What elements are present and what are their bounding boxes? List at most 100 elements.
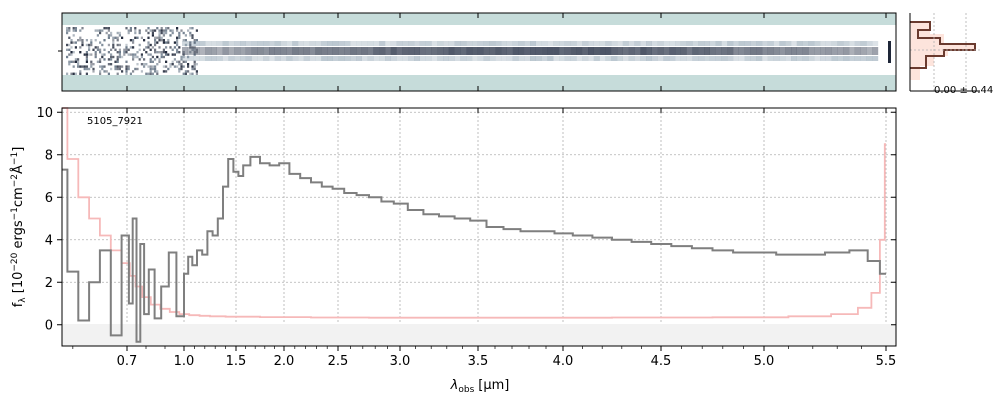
trace-halo-segment (332, 41, 339, 46)
trace-halo-segment (483, 56, 490, 61)
trace-halo-segment (251, 41, 258, 46)
noise-pixel (83, 67, 86, 71)
noise-pixel (101, 55, 104, 59)
trace-halo-segment (791, 56, 797, 61)
trace-halo-segment (344, 56, 351, 61)
trace-halo-segment (628, 41, 635, 46)
y-axis-label: fλ [10−20 ergs−1cm−2Å−1] (10, 147, 28, 308)
noise-pixel (92, 70, 95, 73)
trace-halo-segment (512, 56, 519, 61)
noise-pixel (171, 29, 174, 32)
trace-segment (785, 47, 792, 55)
trace-halo-segment (518, 41, 525, 46)
noise-pixel (70, 46, 73, 49)
noise-pixel (158, 58, 161, 61)
spectrum-2d-frame (61, 12, 897, 92)
trace-halo-segment (570, 41, 577, 46)
noise-pixel (107, 36, 110, 39)
noise-pixel (195, 29, 198, 32)
histogram-bars (910, 13, 980, 91)
noise-pixel (127, 65, 130, 68)
trace-halo-segment (448, 56, 455, 61)
noise-pixel (136, 36, 139, 39)
y-label-angstrom: Å (10, 165, 26, 174)
noise-pixel (127, 53, 130, 56)
noise-pixel (99, 70, 102, 73)
trace-segment (228, 47, 235, 55)
trace-segment (414, 47, 420, 55)
series-group (62, 107, 886, 343)
trace-segment (373, 47, 380, 55)
trace-halo-segment (390, 56, 397, 61)
trace-halo-segment (698, 56, 705, 61)
trace-halo-segment (564, 41, 571, 46)
trace-segment (704, 47, 710, 55)
noise-pixel (77, 58, 80, 61)
trace-halo-segment (303, 56, 310, 61)
trace-segment (559, 47, 565, 55)
trace-segment (756, 47, 763, 55)
trace-segment (593, 47, 600, 55)
noise-pixel (169, 65, 172, 68)
spectrum-1d-frame (61, 107, 897, 347)
trace-halo-segment (854, 41, 861, 46)
noise-pixel (184, 72, 187, 75)
noise-pixel (74, 29, 77, 32)
noise-pixel (77, 63, 80, 66)
trace-halo-segment (321, 56, 328, 61)
trace-segment (808, 47, 815, 55)
noise-pixel (171, 31, 174, 35)
trace-halo-segment (675, 56, 681, 61)
noise-pixel (145, 72, 148, 75)
noise-pixel (107, 43, 110, 47)
trace-segment (843, 47, 850, 55)
trace-halo-segment (187, 41, 194, 46)
noise-pixel (191, 48, 194, 51)
noise-pixel (110, 31, 113, 35)
noise-pixel (85, 53, 88, 56)
noise-pixel (165, 60, 168, 63)
trace-halo-segment (704, 56, 710, 61)
noise-pixel (105, 31, 108, 35)
noise-pixel (92, 63, 95, 66)
noise-pixel (184, 43, 187, 47)
trace-segment (344, 47, 351, 55)
trace-halo-segment (837, 41, 844, 46)
noise-pixel (127, 67, 130, 71)
noise-pixel (154, 36, 157, 39)
noise-pixel (162, 51, 165, 54)
trace-halo-segment (228, 56, 235, 61)
noise-pixel (160, 53, 163, 56)
noise-pixel (68, 36, 71, 39)
trace-halo-segment (298, 41, 304, 46)
y-tick-label: 10 (36, 106, 53, 121)
trace-halo-segment (791, 41, 797, 46)
trace-halo-segment (524, 56, 531, 61)
noise-pixel (132, 55, 135, 59)
trace-halo-segment (802, 56, 809, 61)
noise-pixel (118, 67, 121, 71)
trace-halo-segment (211, 56, 217, 61)
noise-pixel (114, 48, 117, 51)
trace-halo-segment (750, 41, 757, 46)
noise-pixel (114, 65, 117, 68)
noise-pixel (103, 53, 106, 56)
y-label-cm: cm (11, 187, 26, 207)
noise-pixel (125, 27, 128, 30)
noise-pixel (184, 34, 187, 37)
trace-halo-segment (535, 56, 542, 61)
noise-pixel (112, 55, 115, 59)
noise-pixel (103, 65, 106, 68)
trace-halo-segment (721, 56, 728, 61)
noise-pixel (140, 53, 143, 56)
trace-segment (303, 47, 310, 55)
trace-halo-segment (222, 41, 229, 46)
trace-halo-segment (408, 41, 415, 46)
trace-halo-segment (605, 56, 612, 61)
noise-pixel (160, 27, 163, 30)
noise-pixel (118, 51, 121, 54)
noise-pixel (88, 67, 91, 71)
trace-halo-segment (843, 41, 850, 46)
noise-pixel (149, 43, 152, 47)
